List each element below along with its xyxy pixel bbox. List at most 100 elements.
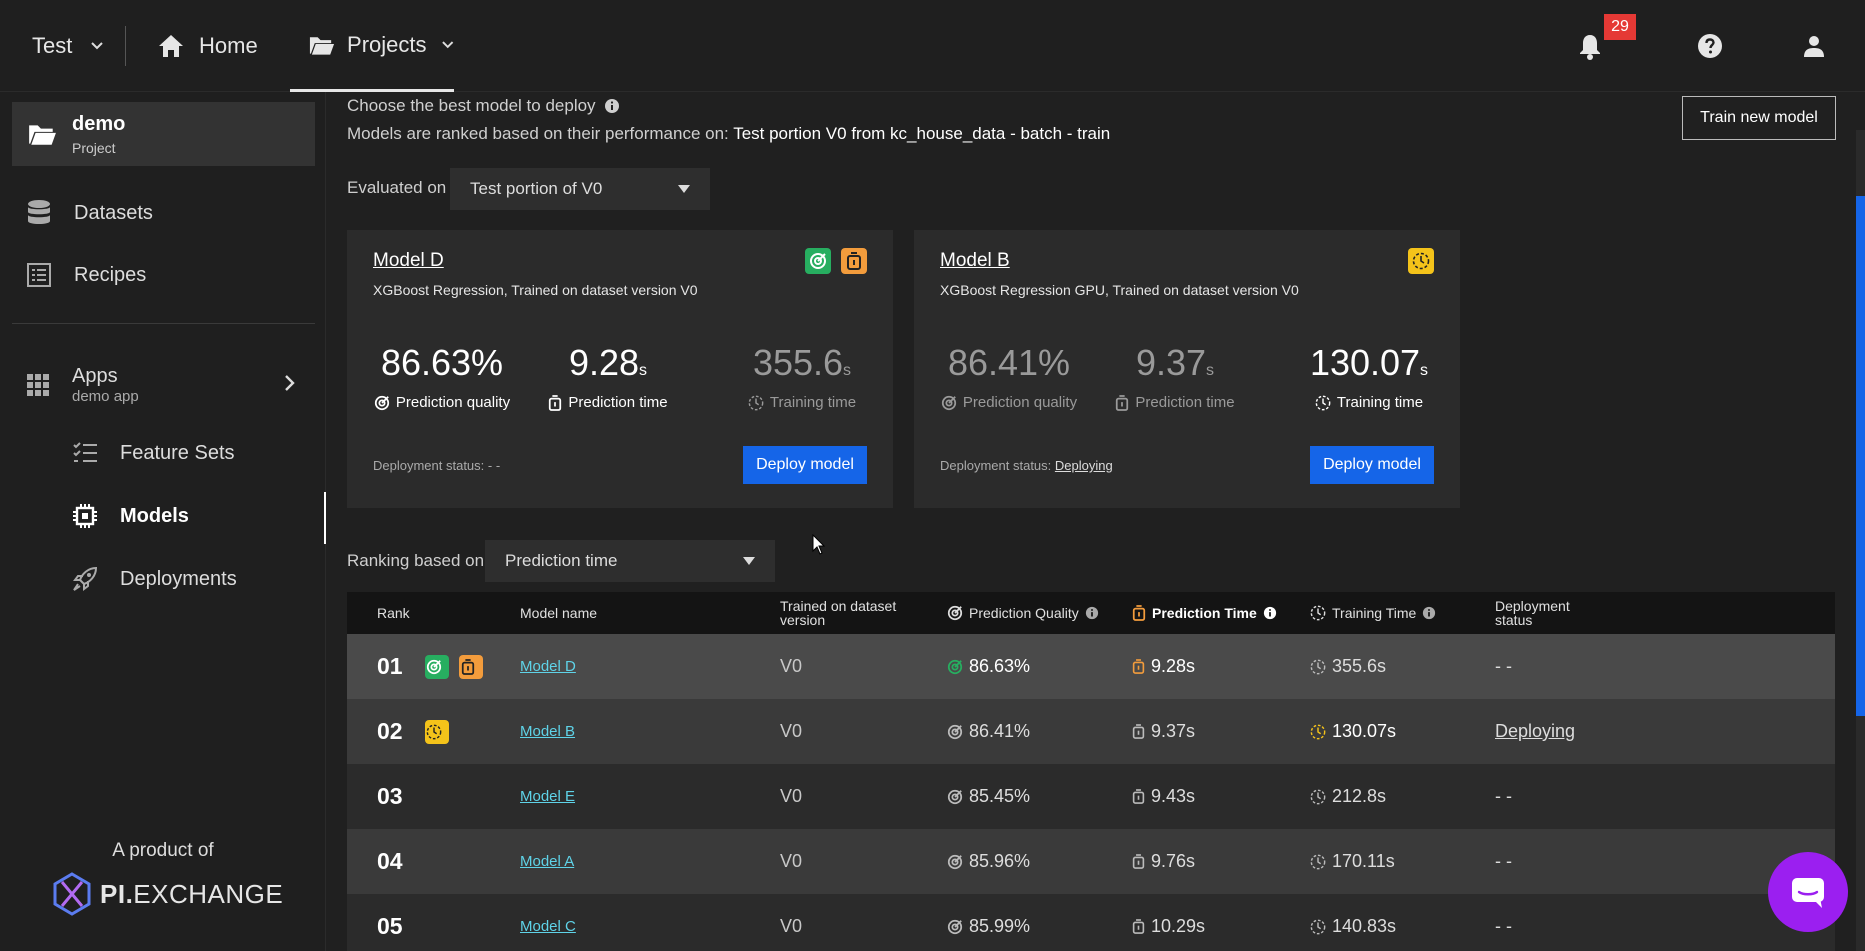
chevron-down-icon: [441, 40, 453, 48]
row-quality: 85.45%: [947, 764, 1030, 829]
info-icon[interactable]: [1085, 606, 1099, 620]
column-header-model-name[interactable]: Model name: [520, 605, 598, 621]
metric-unit: s: [843, 362, 852, 379]
table-row[interactable]: 04 Model A V0 85.96% 9.76s 170.11s - -: [347, 829, 1835, 894]
row-prediction-time: 9.37s: [1132, 699, 1195, 764]
nav-projects[interactable]: Projects: [290, 0, 454, 92]
column-header-prediction-time[interactable]: Prediction Time: [1132, 592, 1283, 634]
row-training-time: 130.07s: [1310, 699, 1396, 764]
sidebar-item-feature-sets[interactable]: Feature Sets: [72, 433, 235, 473]
table-row[interactable]: 05 Model C V0 85.99% 10.29s 140.83s - -: [347, 894, 1835, 951]
column-header-line: version: [780, 612, 826, 628]
product-of-label: A product of: [112, 840, 214, 861]
row-quality: 86.41%: [947, 699, 1030, 764]
clock-icon: [1310, 724, 1326, 739]
row-quality-value: 85.45%: [969, 786, 1031, 806]
deployment-status-value: - -: [487, 458, 501, 473]
org-switcher[interactable]: Test: [32, 0, 104, 92]
metric-value-training-time: 130.07: [1309, 342, 1421, 383]
top-bar: Test Home Projects 29: [0, 0, 1865, 92]
chevron-right-icon[interactable]: [284, 374, 296, 392]
deploy-model-button[interactable]: Deploy model: [743, 446, 867, 484]
recipe-icon: [27, 263, 51, 287]
deployment-status-link[interactable]: Deploying: [1054, 458, 1113, 473]
row-quality-value: 86.63%: [969, 656, 1031, 676]
database-icon: [28, 200, 50, 224]
row-model-name-link[interactable]: Model C: [520, 918, 576, 935]
best-quality-badge: [425, 654, 449, 679]
user-menu-button[interactable]: [1796, 28, 1832, 64]
clock-icon: [1315, 395, 1331, 410]
deploy-model-button[interactable]: Deploy model: [1310, 446, 1434, 484]
train-new-model-button[interactable]: Train new model: [1682, 96, 1836, 140]
folder-icon: [29, 125, 56, 145]
info-icon[interactable]: [604, 98, 620, 114]
nav-home[interactable]: Home: [157, 0, 258, 92]
table-row[interactable]: 02 Model B V0 86.41% 9.37s 130.07s Deplo…: [347, 699, 1835, 764]
deployment-status-label: Deployment status:: [373, 458, 488, 473]
row-quality-value: 86.41%: [969, 721, 1031, 741]
info-icon[interactable]: [1422, 606, 1436, 620]
metric-label: Training time: [1336, 394, 1424, 411]
chat-button[interactable]: [1768, 852, 1848, 932]
folder-icon: [309, 36, 335, 55]
column-header-trained-on[interactable]: Trained on dataset version: [780, 592, 896, 634]
model-card-name[interactable]: Model D: [373, 250, 444, 271]
column-header-training-time[interactable]: Training Time: [1310, 592, 1442, 634]
row-quality-value: 85.99%: [969, 916, 1031, 936]
model-card-description: XGBoost Regression, Trained on dataset v…: [373, 282, 698, 298]
row-model-name-link[interactable]: Model E: [520, 788, 576, 805]
stopwatch-icon: [1132, 789, 1145, 804]
metric-label: Training time: [769, 394, 857, 411]
row-model-name-link[interactable]: Model A: [520, 853, 575, 870]
model-card: Model B XGBoost Regression GPU, Trained …: [914, 230, 1460, 508]
help-button[interactable]: [1692, 28, 1728, 64]
column-header-line: Deployment: [1495, 598, 1570, 614]
caret-down-icon: [743, 557, 755, 565]
target-icon: [426, 659, 442, 674]
clock-icon: [1310, 919, 1326, 934]
row-model-name-link[interactable]: Model D: [520, 658, 576, 675]
fastest-training-badge: [1408, 248, 1434, 274]
sidebar-item-apps[interactable]: Apps demo app: [26, 362, 139, 408]
target-icon: [374, 395, 389, 410]
row-rank: 03: [377, 783, 403, 809]
fastest-prediction-badge: [841, 248, 867, 274]
table-row[interactable]: 03 Model E V0 85.45% 9.43s 212.8s - -: [347, 764, 1835, 829]
column-header-deployment-status[interactable]: Deployment status: [1495, 592, 1570, 634]
scrollbar-thumb[interactable]: [1856, 196, 1865, 716]
row-version: V0: [780, 656, 803, 676]
sidebar-item-deployments[interactable]: Deployments: [72, 559, 237, 599]
column-header-prediction-quality[interactable]: Prediction Quality: [947, 592, 1105, 634]
row-rank: 02: [377, 718, 403, 744]
clock-icon: [1412, 252, 1430, 270]
row-training-time-value: 355.6s: [1332, 656, 1387, 676]
info-icon[interactable]: [1263, 606, 1277, 620]
row-deployment-status-link[interactable]: Deploying: [1495, 721, 1576, 741]
metric-value-prediction-time: 9.37: [1135, 342, 1207, 383]
sidebar-item-models[interactable]: Models: [72, 496, 189, 536]
row-prediction-time-value: 9.76s: [1151, 851, 1196, 871]
row-prediction-time: 9.76s: [1132, 829, 1195, 894]
sidebar-item-datasets[interactable]: Datasets: [26, 193, 153, 233]
table-row[interactable]: 01 Model D V0 86.63% 9.28s 355.6s - -: [347, 634, 1835, 699]
sidebar-item-recipes[interactable]: Recipes: [26, 255, 146, 295]
ranking-based-on-select[interactable]: Prediction time: [485, 540, 775, 582]
target-icon: [947, 789, 963, 804]
model-card-name[interactable]: Model B: [940, 250, 1010, 271]
fastest-prediction-badge: [459, 654, 483, 679]
logo-text-bold: PI.: [100, 878, 134, 909]
column-header-label: Prediction Time: [1152, 605, 1257, 621]
row-training-time: 212.8s: [1310, 764, 1386, 829]
column-header-rank[interactable]: Rank: [377, 605, 410, 621]
sidebar-project[interactable]: demo Project: [12, 102, 315, 166]
column-header-line: status: [1495, 612, 1533, 628]
org-name: Test: [32, 33, 73, 58]
mouse-cursor-icon: [812, 534, 826, 555]
evaluated-on-select[interactable]: Test portion of V0: [450, 168, 710, 210]
chevron-down-icon: [91, 42, 104, 50]
row-model-name-link[interactable]: Model B: [520, 723, 576, 740]
notifications-button[interactable]: [1572, 28, 1608, 64]
metric-value-prediction-time: 9.28: [568, 342, 640, 383]
sidebar-item-label: Deployments: [120, 567, 237, 590]
